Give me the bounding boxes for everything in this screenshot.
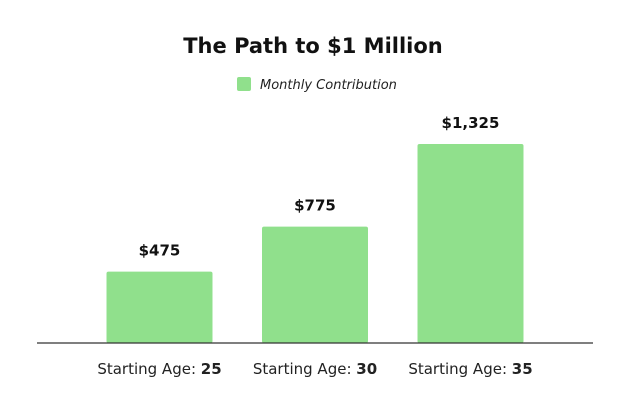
category-label-age-35: Starting Age: 35 bbox=[408, 360, 532, 378]
category-label-age-30: Starting Age: 30 bbox=[253, 360, 377, 378]
legend-label: Monthly Contribution bbox=[260, 78, 397, 93]
bar-age-35 bbox=[417, 144, 524, 343]
value-labels-group: $475 $775 $1,325 bbox=[139, 114, 500, 260]
bar-age-25 bbox=[106, 271, 213, 343]
value-label-age-30: $775 bbox=[294, 197, 336, 215]
chart-title: The Path to $1 Million bbox=[183, 34, 443, 58]
category-labels-group: Starting Age: 25 Starting Age: 30 Starting… bbox=[97, 360, 532, 378]
bar-age-30 bbox=[262, 226, 368, 343]
value-label-age-35: $1,325 bbox=[442, 114, 500, 132]
legend-swatch bbox=[237, 77, 251, 91]
bars-group bbox=[106, 144, 524, 343]
legend: Monthly Contribution bbox=[237, 77, 397, 93]
value-label-age-25: $475 bbox=[139, 242, 181, 260]
category-label-age-25: Starting Age: 25 bbox=[97, 360, 221, 378]
